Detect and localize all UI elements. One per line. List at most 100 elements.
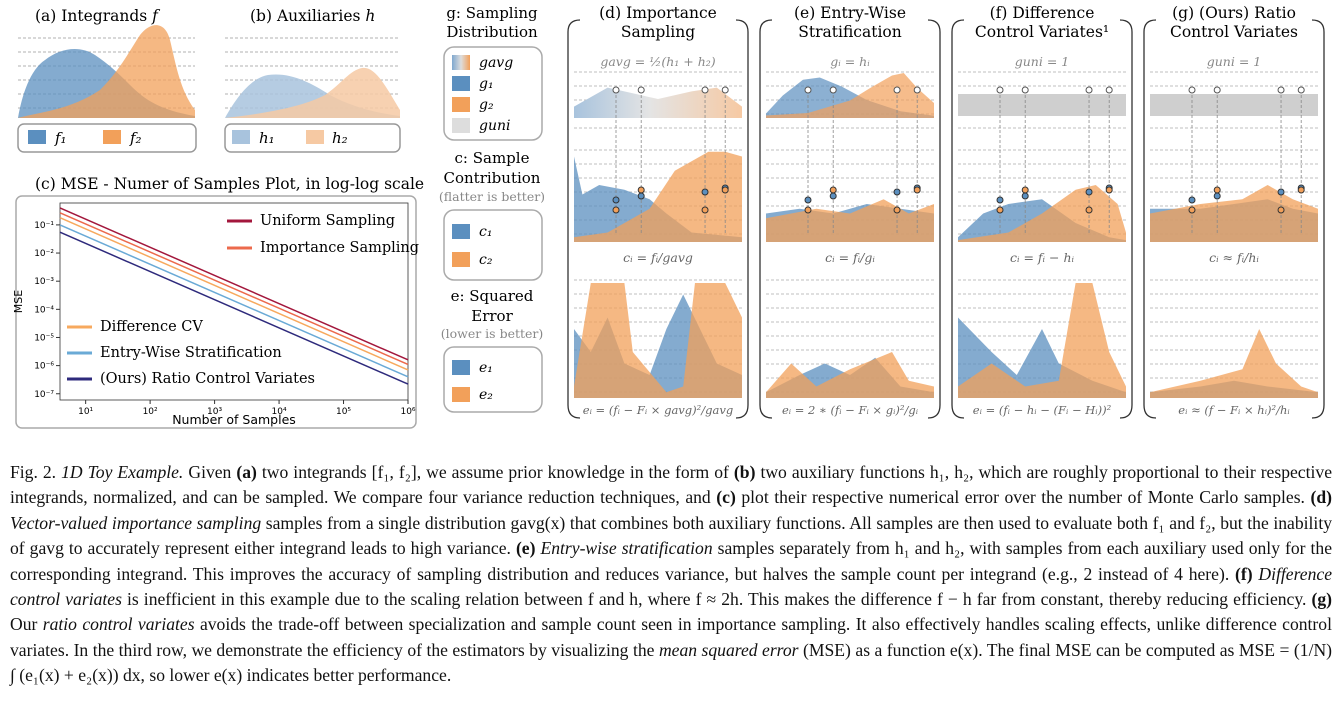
sample-point-c2	[1277, 206, 1285, 214]
caption-ref-b: (b)	[733, 462, 756, 482]
guni-swatch	[452, 118, 470, 133]
series-line	[59, 207, 409, 361]
legend-label: (Ours) Ratio Control Variates	[100, 371, 315, 387]
e2-area	[958, 283, 1126, 398]
legend-label: Difference CV	[100, 319, 203, 335]
sample-point	[1213, 86, 1221, 94]
c-legend-title-1: c: Sample	[455, 149, 530, 167]
caption-term: Entry-wise stratification	[540, 538, 713, 559]
caption-lead: Fig. 2.	[10, 462, 57, 482]
legend-h1: h₁	[259, 129, 275, 147]
legend-column: g: Sampling Distribution gavg g₁ g₂ guni…	[439, 4, 545, 413]
e2-area	[1150, 329, 1318, 398]
y-tick-label: 10⁻⁶	[34, 362, 54, 372]
sample-point	[829, 86, 837, 94]
bracket-right	[735, 19, 749, 419]
sample-point	[1297, 86, 1305, 94]
g2-area	[766, 73, 934, 118]
legend-c1: c₁	[479, 224, 492, 240]
sampling-formula: guni = 1	[1015, 54, 1069, 69]
column-title: Control Variates	[1170, 23, 1298, 41]
gavg-area	[574, 87, 742, 118]
sample-point	[1277, 86, 1285, 94]
y-axis-label: MSE	[12, 290, 25, 313]
sampling-formula: guni = 1	[1207, 54, 1261, 69]
bracket-left	[567, 19, 581, 419]
y-tick-label: 10⁻⁷	[34, 390, 54, 400]
panel-b-title: (b) Auxiliaries h	[250, 7, 375, 25]
legend-e2: e₂	[479, 387, 493, 403]
caption-ref-a: (a)	[236, 462, 257, 482]
contribution-formula: cᵢ ≈ fᵢ/hᵢ	[1209, 250, 1259, 265]
caption-text: two integrands [f₁, f₂], we assume prior…	[261, 462, 729, 482]
sample-point	[893, 86, 901, 94]
caption-text: plot their respective numerical error ov…	[741, 487, 1305, 508]
sample-point	[996, 86, 1004, 94]
y-tick-label: 10⁻¹	[34, 221, 54, 231]
e-legend-title-1: e: Squared	[451, 287, 534, 305]
x-tick-label: 10³	[207, 407, 222, 417]
sample-point-c2	[1213, 186, 1221, 194]
sample-point-c1	[637, 192, 645, 200]
sample-point-c1	[829, 192, 837, 200]
caption-ref-c: (c)	[716, 487, 736, 508]
bracket-right	[1311, 19, 1325, 419]
column-title: (f) Difference	[990, 4, 1095, 22]
legend-gavg: gavg	[479, 55, 513, 71]
sample-point-c2	[1105, 186, 1113, 194]
caption-text: Given	[188, 462, 232, 482]
f2-curve	[18, 25, 195, 118]
bracket-left	[759, 19, 773, 419]
sample-point-c1	[996, 196, 1004, 204]
bracket-right	[1119, 19, 1133, 419]
error-formula: eᵢ = (fᵢ − hᵢ − (Fᵢ − Hᵢ))²	[973, 403, 1112, 417]
f2-swatch	[103, 130, 121, 144]
x-tick-label: 10¹	[78, 407, 93, 417]
h2-curve	[225, 67, 400, 118]
column-title: (d) Importance	[599, 4, 717, 22]
sample-point-c1	[1021, 192, 1029, 200]
x-tick-label: 10⁶	[400, 407, 415, 417]
legend-e1: e₁	[479, 360, 493, 376]
sampling-formula: gᵢ = hᵢ	[830, 54, 870, 69]
sample-point	[1085, 86, 1093, 94]
legend-h2: h₂	[332, 129, 348, 147]
panels-ab-c: (a) Integrands f (b) Auxiliaries h f₁ f₂…	[12, 7, 424, 429]
c1-swatch	[452, 224, 470, 239]
caption-term: ratio control variates	[42, 614, 195, 635]
gavg-swatch	[452, 55, 470, 70]
sample-point-c2	[612, 206, 620, 214]
sample-point	[612, 86, 620, 94]
legend-label: Uniform Sampling	[260, 213, 395, 229]
caption-term: Difference control variates	[10, 563, 1333, 610]
sample-point-c1	[1188, 196, 1196, 204]
sample-point	[1188, 86, 1196, 94]
panel-c-title: (c) MSE - Numer of Samples Plot, in log-…	[35, 175, 424, 193]
sample-point-c1	[701, 188, 709, 196]
bracket-left	[1143, 19, 1157, 419]
x-axis-label: Number of Samples	[172, 412, 296, 427]
caption-text: Our	[10, 614, 38, 635]
legend-guni: guni	[479, 118, 510, 134]
legend-f1: f₁	[54, 129, 67, 147]
sample-point	[913, 86, 921, 94]
sample-point-c1	[893, 188, 901, 196]
caption-ref-g: (g)	[1311, 589, 1332, 610]
sample-point-c1	[612, 196, 620, 204]
sample-point-c1	[1213, 192, 1221, 200]
g-legend-title-2: Distribution	[446, 23, 538, 41]
y-tick-label: 10⁻³	[34, 277, 54, 287]
c-legend-note: (flatter is better)	[439, 189, 545, 204]
c2-area	[1150, 185, 1318, 242]
sample-point-c2	[804, 206, 812, 214]
sample-point-c2	[1085, 206, 1093, 214]
y-tick-label: 10⁻⁵	[34, 333, 54, 343]
caption-title: 1D Toy Example.	[61, 462, 184, 482]
legend-c2: c₂	[479, 252, 493, 268]
sample-point	[637, 86, 645, 94]
caption-term: mean squared error	[658, 639, 799, 660]
